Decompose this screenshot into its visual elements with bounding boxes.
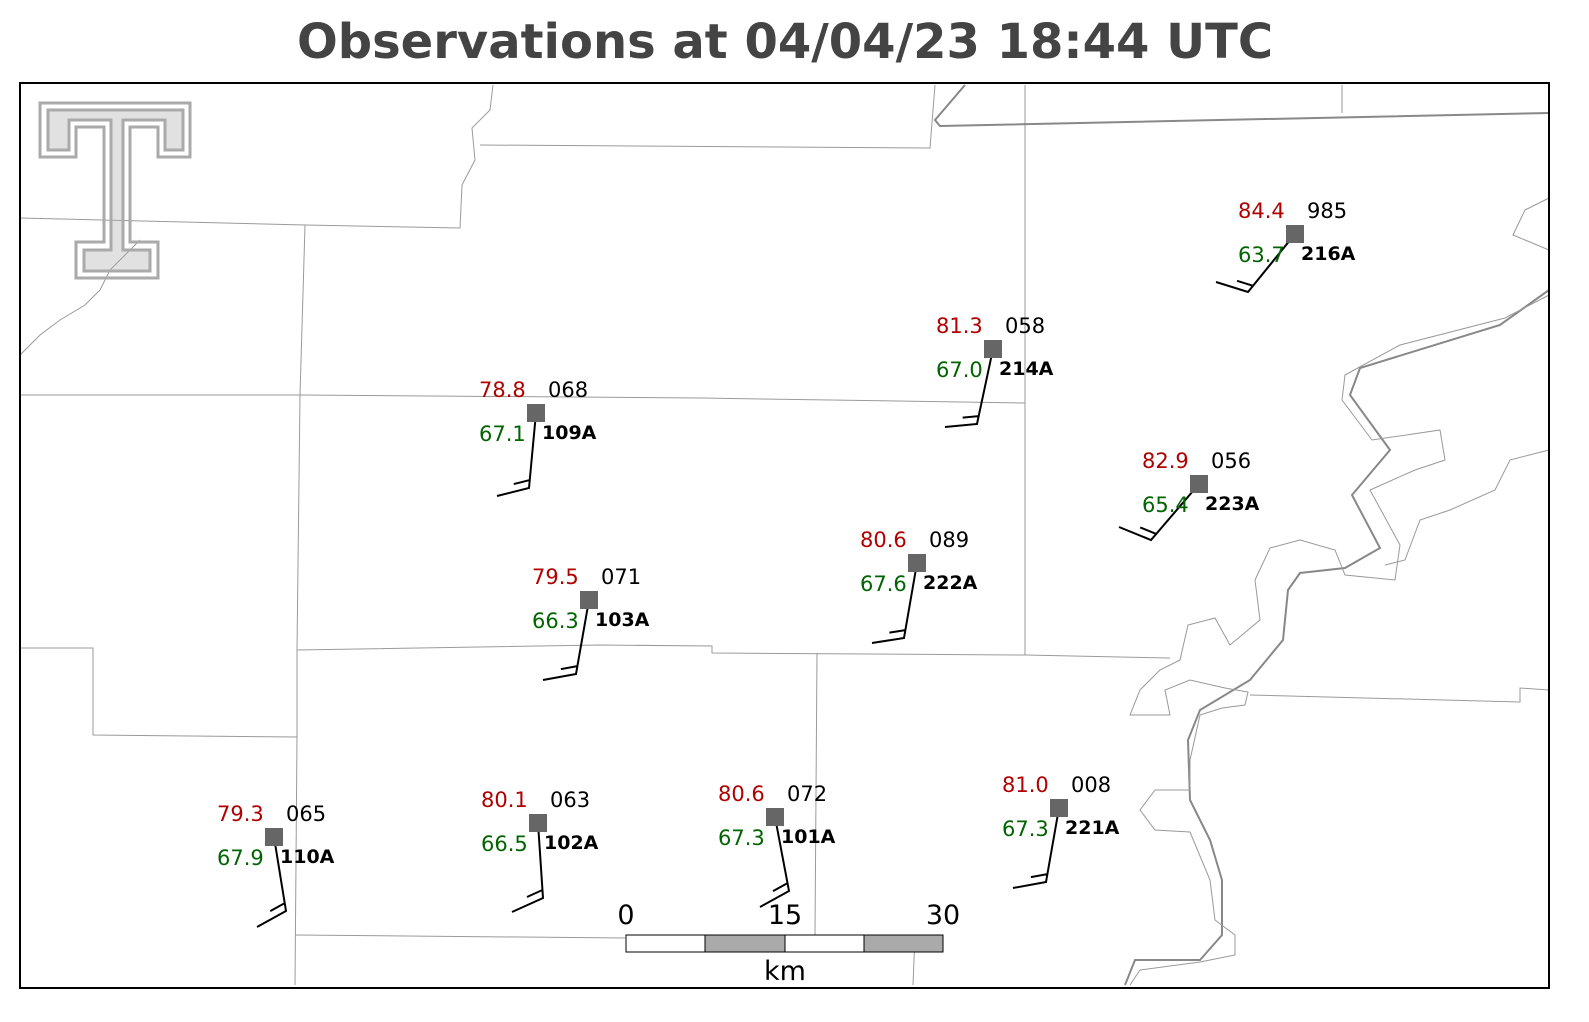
station-marker [580,591,598,609]
temperature: 81.3 [936,314,983,338]
dewpoint: 66.3 [532,609,579,633]
scale-segment [625,934,706,953]
wind-barb [871,562,918,644]
station-id: 102A [544,832,599,854]
wind-barb [542,599,590,681]
temperature: 78.8 [479,378,526,402]
logo [38,101,192,280]
station-id: 223A [1205,493,1260,515]
temperature: 81.0 [1002,773,1049,797]
station-id: 221A [1065,817,1120,839]
station-id: 214A [999,358,1054,380]
scale-label: 30 [926,900,960,931]
dewpoint: 66.5 [481,832,528,856]
pressure: 072 [787,782,827,806]
dewpoint: 67.0 [936,358,983,382]
dewpoint: 67.9 [217,846,264,870]
dewpoint: 63.7 [1238,243,1285,267]
station-marker [529,814,547,832]
wind-barb [256,836,288,928]
wind-barb [496,412,537,497]
scale-label: 0 [617,900,634,931]
scale-unit: km [764,956,806,987]
dewpoint: 67.6 [860,572,907,596]
scale-label: 15 [768,900,802,931]
wind-barb [759,816,791,908]
pressure: 008 [1071,773,1111,797]
title: Observations at 04/04/23 18:44 UTC [297,14,1273,70]
dewpoint: 67.1 [479,422,526,446]
wind-barb [1118,483,1200,542]
scale-segment [704,934,786,953]
temperature: 80.6 [860,528,907,552]
temperature: 82.9 [1142,449,1189,473]
station-marker [908,554,926,572]
pressure: 068 [548,378,588,402]
wind-barb [944,348,994,428]
pressure: 056 [1211,449,1251,473]
station-id: 216A [1301,243,1356,265]
station-marker [1286,225,1304,243]
map-frame [19,82,1550,989]
station-id: 101A [781,826,836,848]
temperature: 80.6 [718,782,765,806]
station-id: 110A [280,846,335,868]
scale-bar: 0 15 30 km [617,900,960,987]
station-marker [1050,799,1068,817]
pressure: 071 [601,565,641,589]
pressure: 058 [1005,314,1045,338]
stations: 84.4 985 63.7 216A 81.3 058 67.0 214A 78.8 068 67.… [217,199,1356,928]
station-marker [984,340,1002,358]
scale-segment [863,934,944,953]
station-id: 103A [595,609,650,631]
pressure: 089 [929,528,969,552]
dewpoint: 67.3 [718,826,765,850]
station-marker [766,808,784,826]
pressure: 063 [550,788,590,812]
dewpoint: 65.4 [1142,493,1189,517]
station-marker [1190,475,1208,493]
wind-barb [1012,807,1060,889]
scale-segment [784,934,865,953]
temperature: 79.3 [217,802,264,826]
wind-barb [511,822,545,913]
dewpoint: 67.3 [1002,817,1049,841]
wind-barb [1215,233,1296,294]
temperature: 80.1 [481,788,528,812]
temperature: 79.5 [532,565,579,589]
boundaries [19,84,1550,986]
station-id: 222A [923,572,978,594]
pressure: 985 [1307,199,1347,223]
station-marker [265,828,283,846]
temperature: 84.4 [1238,199,1285,223]
station-marker [527,404,545,422]
station-id: 109A [542,422,597,444]
pressure: 065 [286,802,326,826]
